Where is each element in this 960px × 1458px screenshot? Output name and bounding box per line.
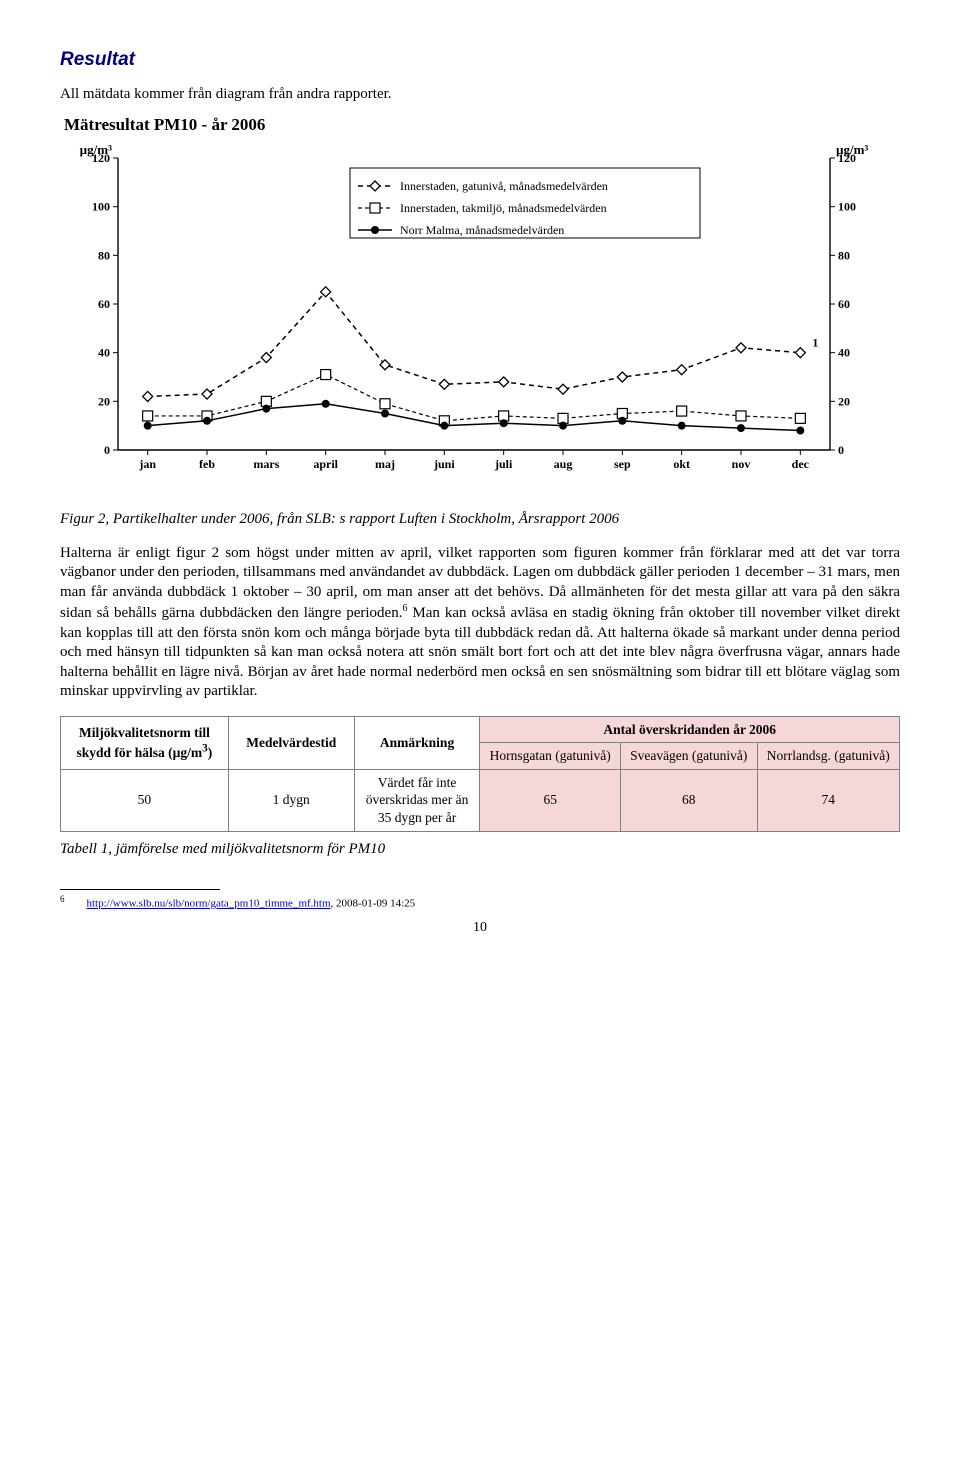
svg-text:60: 60 [838,297,850,311]
svg-text:0: 0 [104,443,110,457]
table-cell: Norrlandsg. (gatunivå) [757,743,899,770]
table-cell: 74 [757,769,899,831]
svg-text:feb: feb [199,457,215,471]
footnote: 6 http://www.slb.nu/slb/norm/gata_pm10_t… [60,894,900,911]
table-row: Miljökvalitetsnorm till skydd för hälsa … [61,716,900,743]
svg-text:80: 80 [98,249,110,263]
th-norm: Miljökvalitetsnorm till skydd för hälsa … [76,725,212,760]
table-cell: 68 [620,769,757,831]
table-cell: Sveavägen (gatunivå) [620,743,757,770]
table-header: Antal överskridanden år 2006 [480,716,900,743]
svg-text:maj: maj [375,457,395,471]
table-cell: Hornsgatan (gatunivå) [480,743,620,770]
table-header: Miljökvalitetsnorm till skydd för hälsa … [61,716,229,769]
svg-text:juli: juli [494,457,513,471]
svg-text:20: 20 [838,395,850,409]
svg-text:Innerstaden, takmiljö, månadsm: Innerstaden, takmiljö, månadsmedelvärden [400,201,607,215]
svg-text:Innerstaden, gatunivå, månadsm: Innerstaden, gatunivå, månadsmedelvärden [400,179,608,193]
svg-text:100: 100 [838,200,856,214]
svg-text:april: april [313,457,338,471]
figure-caption: Figur 2, Partikelhalter under 2006, från… [60,510,900,530]
chart-svg: 002020404060608080100100120120µg/m³µg/m³… [60,140,890,500]
footnote-suffix: , 2008-01-09 14:25 [331,898,416,910]
svg-text:aug: aug [554,457,573,471]
svg-text:µg/m³: µg/m³ [836,142,868,157]
table-cell: 65 [480,769,620,831]
table-row: 50 1 dygn Värdet får inte överskridas me… [61,769,900,831]
table-cell: 1 dygn [228,769,354,831]
svg-text:Norr Malma, månadsmedelvärden: Norr Malma, månadsmedelvärden [400,223,564,237]
table-cell: Värdet får inte överskridas mer än 35 dy… [354,769,480,831]
body-paragraph: Halterna är enligt figur 2 som högst und… [60,544,900,702]
svg-text:0: 0 [838,443,844,457]
svg-text:sep: sep [614,457,631,471]
svg-text:µg/m³: µg/m³ [80,142,112,157]
footnote-rule [60,889,220,890]
table-header: Medelvärdestid [228,716,354,769]
svg-text:1: 1 [812,336,818,350]
svg-text:juni: juni [433,457,455,471]
svg-text:okt: okt [673,457,690,471]
table-cell: 50 [61,769,229,831]
svg-text:40: 40 [98,346,110,360]
chart-container: Mätresultat PM10 - år 2006 0 0 20 20 40 40 60 6… [60,114,900,500]
svg-text:jan: jan [138,457,156,471]
table-header: Anmärkning [354,716,480,769]
svg-text:80: 80 [838,249,850,263]
section-heading: Resultat [60,48,900,73]
svg-text:40: 40 [838,346,850,360]
svg-text:100: 100 [92,200,110,214]
svg-text:mars: mars [253,457,279,471]
svg-text:nov: nov [732,457,751,471]
chart-title: Mätresultat PM10 - år 2006 [64,114,900,136]
svg-text:20: 20 [98,395,110,409]
footnote-marker: 6 [60,894,65,904]
svg-text:60: 60 [98,297,110,311]
table-caption: Tabell 1, jämförelse med miljökvalitetsn… [60,840,900,860]
page-number: 10 [60,919,900,937]
data-table: Miljökvalitetsnorm till skydd för hälsa … [60,716,900,832]
footnote-link[interactable]: http://www.slb.nu/slb/norm/gata_pm10_tim… [87,898,331,910]
intro-paragraph: All mätdata kommer från diagram från and… [60,85,900,105]
svg-text:dec: dec [792,457,810,471]
